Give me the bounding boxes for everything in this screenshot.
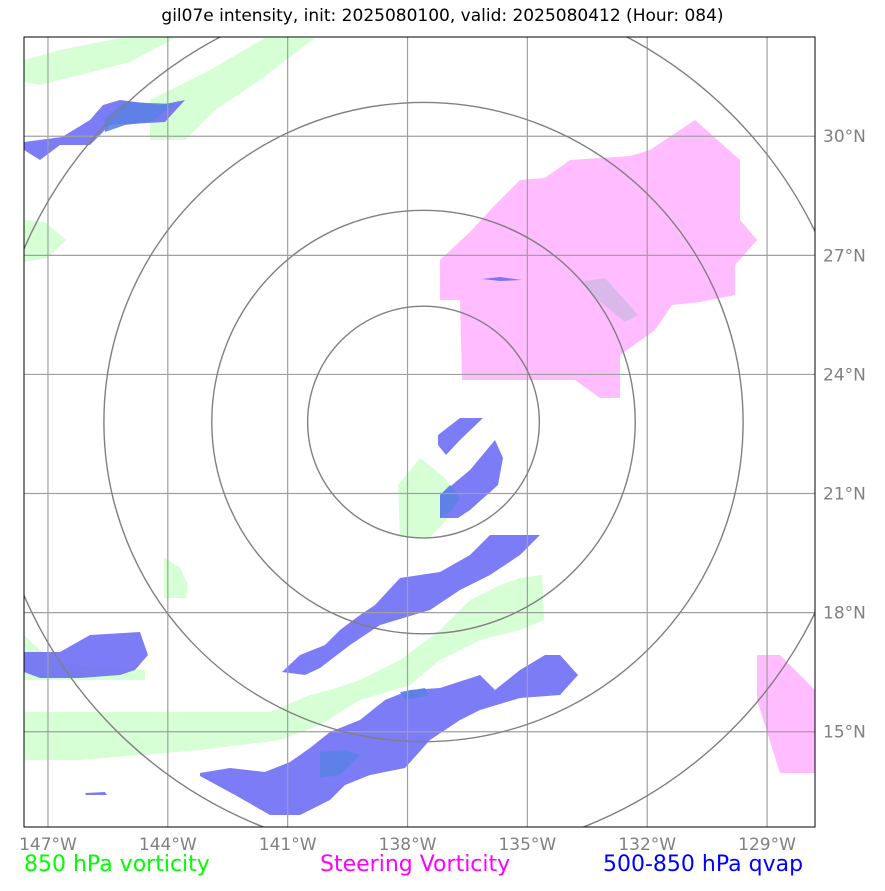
- vort850-region: [164, 557, 188, 598]
- qvap-region: [282, 535, 540, 675]
- range-ring: [103, 101, 744, 743]
- map-title: gil07e intensity, init: 2025080100, vali…: [161, 6, 724, 26]
- lat-tick-labels: 30°N 27°N 24°N 21°N 18°N 15°N: [823, 127, 866, 742]
- lat-tick-label: 27°N: [823, 246, 866, 266]
- lon-tick-labels: 147°W 144°W 141°W 138°W 135°W 132°W 129°W: [19, 835, 796, 855]
- qvap-overlap: [105, 102, 175, 132]
- lon-tick-label: 147°W: [19, 835, 77, 855]
- lat-tick-label: 18°N: [823, 604, 866, 624]
- lon-tick-label: 135°W: [498, 835, 556, 855]
- legend-steering: Steering Vorticity: [320, 852, 511, 877]
- legend-vort850: 850 hPa vorticity: [24, 852, 210, 877]
- range-ring: [211, 209, 636, 635]
- qvap-region: [438, 418, 483, 455]
- vort850-region: [24, 220, 66, 262]
- qvap-overlap: [320, 750, 360, 778]
- vort850-region: [150, 38, 315, 140]
- lon-tick-label: 141°W: [259, 835, 317, 855]
- map-frame: [23, 36, 816, 828]
- range-rings: [24, 37, 815, 827]
- range-ring: [306, 305, 541, 539]
- lat-tick-label: 21°N: [823, 485, 866, 505]
- lon-tick-label: 144°W: [139, 835, 197, 855]
- lon-tick-label: 132°W: [618, 835, 676, 855]
- qvap-region: [85, 792, 107, 795]
- vort850-region: [24, 575, 544, 760]
- lon-tick-label: 138°W: [379, 835, 437, 855]
- legend-qvap: 500-850 hPa qvap: [603, 852, 804, 877]
- qvap-region: [200, 655, 578, 815]
- lat-tick-label: 15°N: [823, 723, 866, 743]
- lat-lon-grid: [24, 37, 815, 827]
- vort850-region: [24, 38, 175, 85]
- lat-tick-label: 24°N: [823, 365, 866, 385]
- qvap-region: [24, 632, 148, 678]
- steering-region: [440, 120, 757, 398]
- steering-overlap: [580, 278, 638, 322]
- lat-tick-label: 30°N: [823, 127, 866, 147]
- qvap-region: [482, 277, 522, 281]
- lon-tick-label: 129°W: [738, 835, 796, 855]
- steering-region: [757, 655, 815, 773]
